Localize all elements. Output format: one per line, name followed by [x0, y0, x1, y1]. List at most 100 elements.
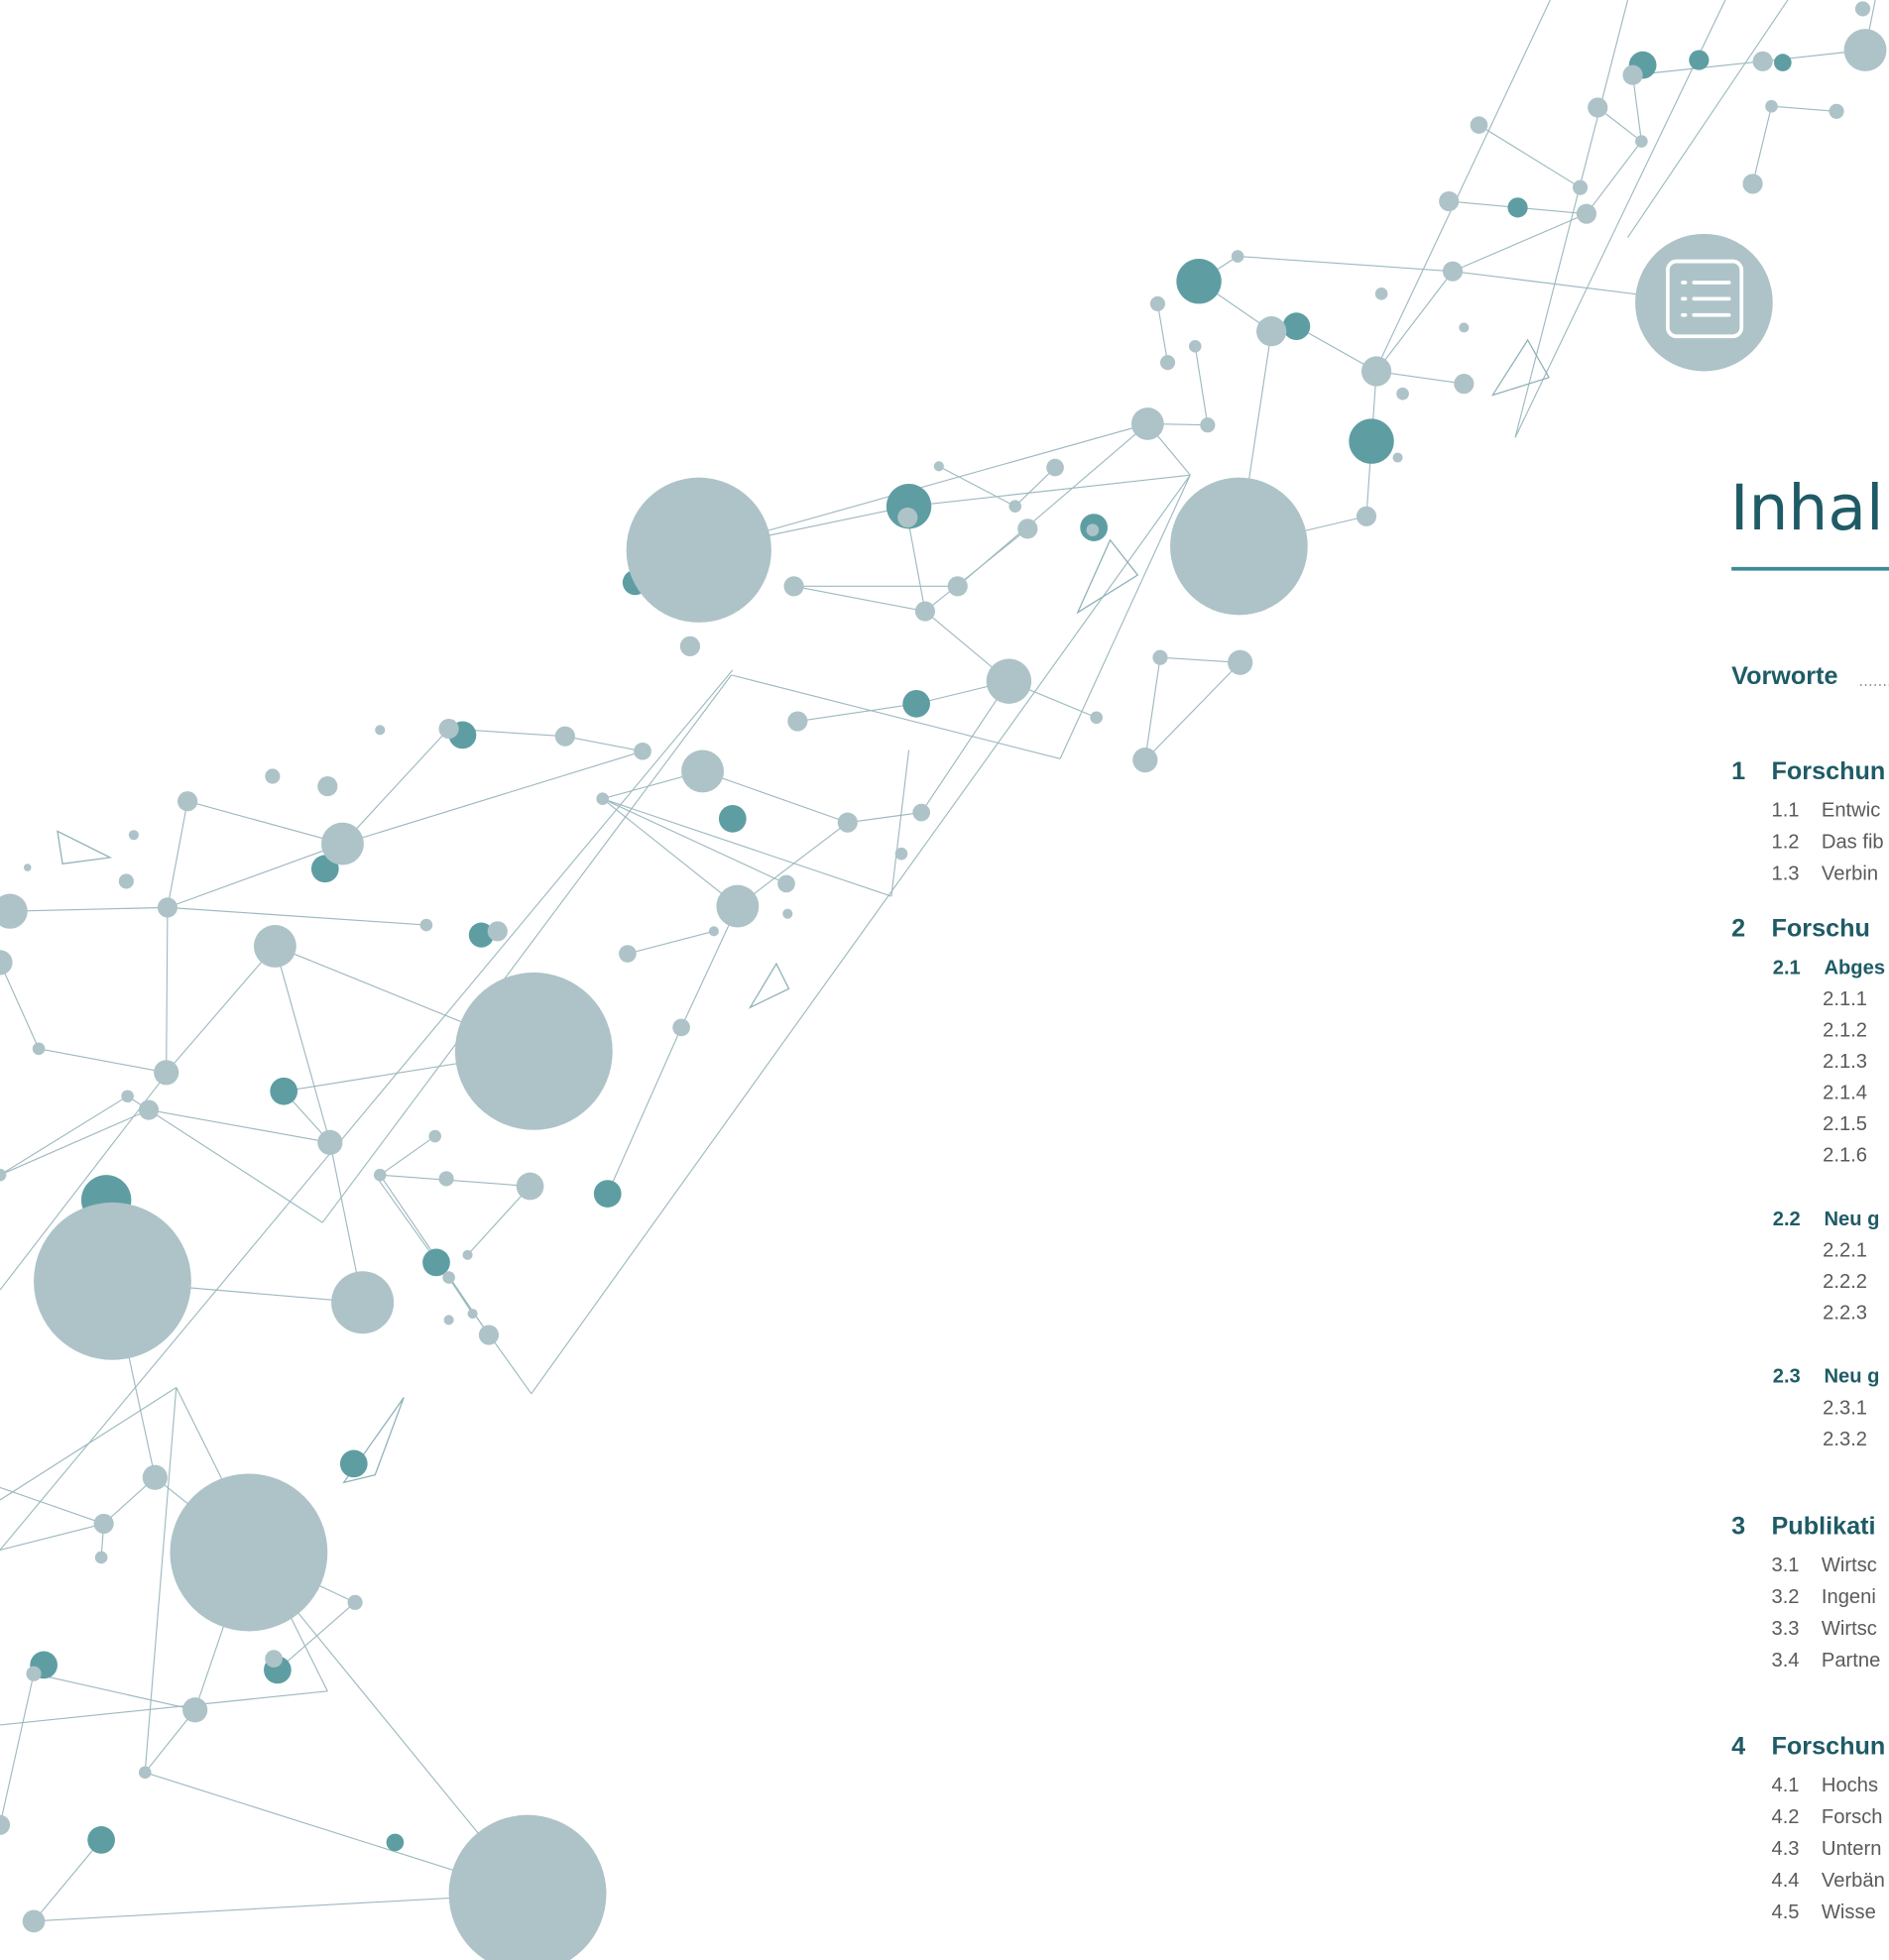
network-edge — [1145, 657, 1160, 759]
network-edge — [1587, 142, 1641, 214]
subsubsection-number[interactable]: 2.3.1 — [1823, 1397, 1867, 1419]
network-node — [33, 1043, 46, 1056]
network-edge — [958, 423, 1148, 586]
section-number: 3 — [1731, 1512, 1745, 1540]
network-node — [787, 711, 807, 731]
subsection-title[interactable]: Wirtsc — [1822, 1618, 1877, 1640]
subsection-title[interactable]: Ingeni — [1822, 1586, 1876, 1608]
network-node — [1008, 500, 1021, 513]
network-node — [0, 1815, 10, 1835]
network-node — [1765, 100, 1778, 113]
network-node — [1087, 523, 1100, 536]
subsubsection-number[interactable]: 2.1.4 — [1823, 1083, 1867, 1104]
subsection-title[interactable]: Neu g — [1824, 1209, 1879, 1230]
subsubsection-number[interactable]: 2.2.2 — [1823, 1271, 1867, 1293]
network-node — [915, 601, 935, 621]
subsubsection-number[interactable]: 2.1.3 — [1823, 1051, 1867, 1073]
network-node — [468, 1309, 478, 1319]
network-node — [1753, 52, 1773, 71]
subsection-title[interactable]: Wirtsc — [1822, 1555, 1877, 1576]
section-title[interactable]: Forschun — [1771, 1732, 1885, 1760]
network-node — [634, 743, 651, 760]
network-node — [387, 1834, 405, 1852]
subsection-title[interactable]: Partne — [1822, 1650, 1880, 1672]
network-node — [1774, 54, 1792, 71]
subsubsection-number[interactable]: 2.2.1 — [1823, 1239, 1867, 1261]
network-node — [1232, 250, 1244, 263]
subsection-title[interactable]: Wisse — [1822, 1902, 1876, 1923]
network-edge — [0, 1110, 149, 1176]
subsubsection-number[interactable]: 2.3.2 — [1823, 1429, 1867, 1450]
network-node — [709, 926, 719, 936]
network-edge — [797, 704, 916, 722]
network-node — [321, 823, 364, 865]
network-node — [479, 1325, 499, 1344]
network-edge — [375, 1175, 531, 1394]
network-edge — [628, 931, 714, 954]
network-node — [265, 768, 280, 783]
subsubsection-number[interactable]: 2.1.2 — [1823, 1020, 1867, 1042]
subsection-title[interactable]: Untern — [1822, 1838, 1882, 1860]
network-node — [177, 791, 197, 811]
network-node — [1622, 65, 1642, 85]
network-edge — [1753, 106, 1772, 183]
network-node — [347, 1595, 362, 1610]
network-edge — [1478, 125, 1580, 187]
network-node — [897, 508, 917, 527]
network-edge — [380, 1175, 530, 1186]
network-node — [596, 792, 609, 805]
toc-icon — [1635, 234, 1773, 372]
toc-list: 1Forschun1.1Entwic1.2Das fib1.3Verbin2Fo… — [1731, 757, 1885, 1923]
network-node — [782, 909, 792, 919]
section-number: 2 — [1731, 915, 1745, 943]
section-title[interactable]: Forschu — [1771, 915, 1869, 943]
network-node — [594, 1180, 622, 1208]
subsubsection-number[interactable]: 2.1.5 — [1823, 1113, 1867, 1135]
network-node — [1507, 197, 1527, 217]
subsection-title[interactable]: Das fib — [1822, 832, 1884, 854]
subsection-number: 3.1 — [1771, 1555, 1799, 1576]
subsection-number: 1.3 — [1771, 864, 1799, 885]
network-node — [139, 1100, 159, 1120]
toc-page: Inhal Vorworte 1Forschun1.1Entwic1.2Das … — [0, 0, 1889, 1960]
subsection-title[interactable]: Forsch — [1822, 1806, 1883, 1828]
subsection-title[interactable]: Hochs — [1822, 1775, 1878, 1796]
section-number: 1 — [1731, 757, 1745, 785]
section-title[interactable]: Forschun — [1771, 757, 1885, 785]
network-node — [1573, 180, 1588, 195]
preface-entry[interactable]: Vorworte — [1731, 662, 1837, 690]
network-node — [154, 1060, 178, 1085]
network-edge — [565, 737, 643, 751]
network-node — [182, 1697, 207, 1722]
network-node — [1392, 452, 1402, 462]
subsection-title[interactable]: Verbän — [1822, 1870, 1885, 1892]
network-edge — [1145, 662, 1240, 759]
subsubsection-number[interactable]: 2.1.6 — [1823, 1145, 1867, 1167]
network-edge — [0, 670, 733, 1551]
network-node — [1189, 340, 1202, 353]
subsection-number: 4.1 — [1771, 1775, 1799, 1796]
network-node — [121, 1090, 134, 1102]
subsection-title[interactable]: Verbin — [1822, 864, 1878, 885]
network-node — [627, 478, 771, 623]
network-edge — [0, 963, 39, 1049]
network-node — [1396, 388, 1409, 401]
network-node — [777, 875, 795, 893]
network-node — [340, 1450, 368, 1478]
subsection-title[interactable]: Entwic — [1822, 800, 1880, 822]
section-title[interactable]: Publikati — [1771, 1512, 1875, 1540]
network-node — [1256, 316, 1286, 346]
subsubsection-number[interactable]: 2.1.1 — [1823, 988, 1867, 1010]
network-edge — [1375, 0, 1551, 371]
network-node — [317, 776, 337, 796]
network-node — [1160, 355, 1175, 370]
subsection-number: 2.2 — [1773, 1209, 1801, 1230]
network-node — [26, 1667, 41, 1681]
network-node — [681, 750, 724, 793]
subsection-title[interactable]: Abges — [1824, 957, 1885, 979]
subsection-title[interactable]: Neu g — [1824, 1366, 1879, 1388]
network-edge — [342, 729, 448, 844]
network-node — [331, 1271, 394, 1333]
network-triangle — [1078, 540, 1138, 613]
subsubsection-number[interactable]: 2.2.3 — [1823, 1302, 1867, 1324]
